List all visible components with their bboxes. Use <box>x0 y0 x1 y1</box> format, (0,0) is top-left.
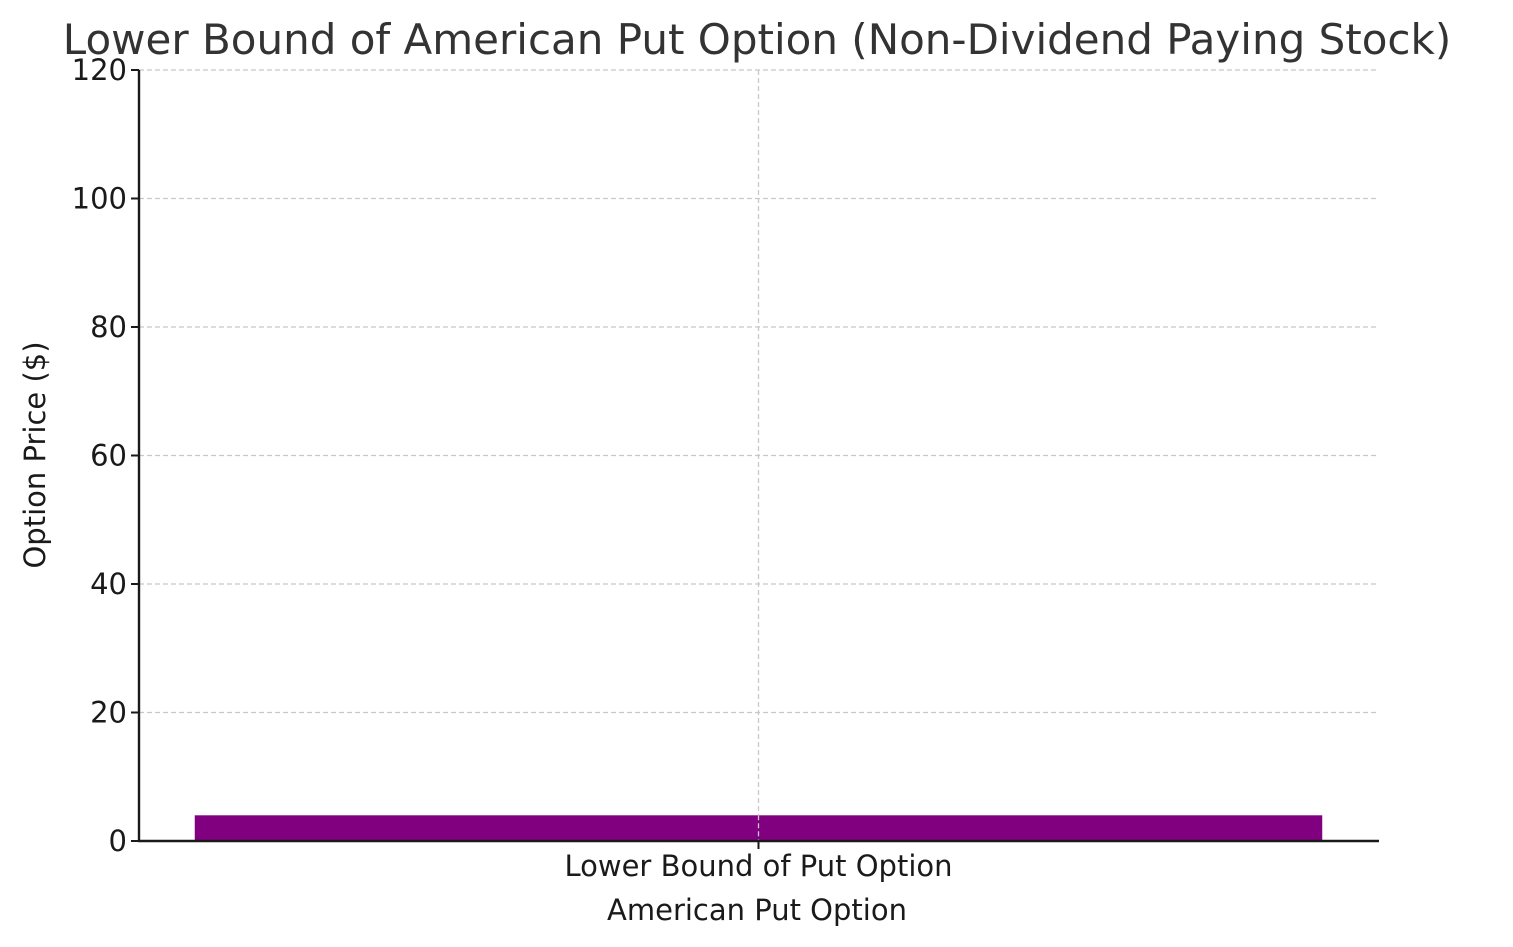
y-tick-label: 40 <box>90 567 127 601</box>
y-tick-label: 60 <box>90 439 127 473</box>
y-tick-label: 80 <box>90 310 127 344</box>
y-axis-label: Option Price ($) <box>18 341 52 568</box>
chart-title: Lower Bound of American Put Option (Non-… <box>63 15 1451 64</box>
x-axis-label: American Put Option <box>607 893 907 927</box>
x-ticks: Lower Bound of Put Option <box>564 841 952 883</box>
y-tick-label: 120 <box>72 53 127 87</box>
grid-layer <box>139 70 1378 841</box>
y-tick-label: 100 <box>72 182 127 216</box>
y-ticks: 0 20 40 60 80 100 120 <box>72 53 139 858</box>
x-tick-label: Lower Bound of Put Option <box>564 849 952 883</box>
y-tick-label: 20 <box>90 696 127 730</box>
y-tick-label: 0 <box>109 824 127 858</box>
